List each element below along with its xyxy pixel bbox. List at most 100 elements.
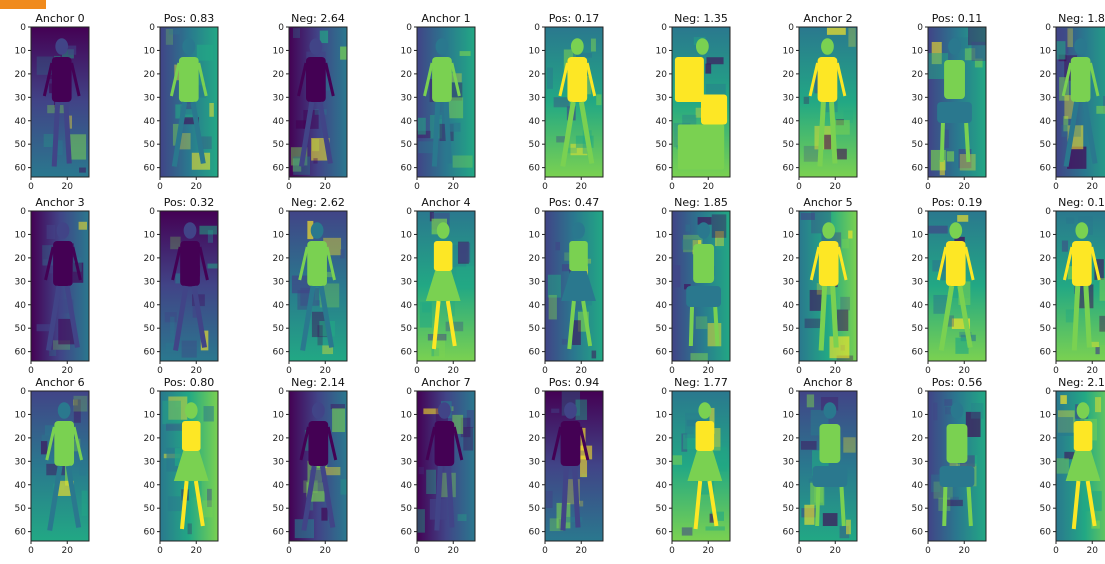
x-tick-label: 0 (28, 546, 34, 556)
image-texture (182, 117, 199, 125)
image-texture (79, 450, 87, 476)
person-torso (181, 421, 201, 451)
axes-frame (671, 210, 731, 362)
y-tick-label: 10 (912, 230, 924, 240)
person-leg (1085, 480, 1097, 527)
axes-frame (927, 26, 987, 178)
person-torso (944, 60, 965, 99)
axes-frame (544, 390, 604, 542)
x-tick-label: 0 (796, 546, 802, 556)
y-tick-label: 30 (783, 277, 795, 287)
y-tick-label: 40 (1040, 117, 1052, 127)
x-tick-label: 0 (414, 366, 420, 376)
image-texture (577, 311, 589, 332)
image-texture (931, 474, 941, 493)
person-head (822, 222, 836, 239)
person-leg (693, 480, 703, 530)
person-torso (817, 57, 838, 102)
image-texture (824, 134, 832, 150)
y-tick-label: 0 (278, 207, 284, 217)
y-tick-label: 30 (529, 277, 541, 287)
person-head (55, 38, 69, 55)
image-texture (170, 316, 175, 340)
person-leg (317, 101, 333, 164)
y-tick-label: 0 (534, 387, 540, 397)
person-torso (1070, 57, 1091, 102)
image-texture (209, 102, 214, 117)
person-head (698, 402, 712, 419)
image-texture (418, 141, 439, 154)
y-tick-label: 30 (912, 277, 924, 287)
image-texture (709, 513, 717, 523)
y-tick-label: 10 (1040, 230, 1052, 240)
image-texture (165, 422, 185, 431)
person-arm (551, 426, 563, 461)
y-tick-label: 60 (1040, 528, 1052, 538)
image-texture (316, 288, 324, 305)
y-tick-label: 0 (1045, 207, 1051, 217)
y-tick-label: 20 (912, 70, 924, 80)
subplot-title: Neg: 2.62 (291, 196, 345, 209)
image-texture (551, 408, 560, 413)
image-texture (73, 399, 78, 406)
person-leg (300, 285, 316, 351)
image-texture (1067, 28, 1073, 48)
y-tick-label: 50 (273, 140, 285, 150)
subplot-title: Pos: 0.83 (164, 12, 214, 25)
image-texture (947, 499, 963, 507)
x-tick-label: 0 (286, 546, 292, 556)
y-tick-label: 20 (1040, 434, 1052, 444)
image-texture (1060, 395, 1067, 404)
y-tick-label: 30 (1040, 277, 1052, 287)
image-texture (52, 340, 71, 350)
axes-frame (1055, 210, 1105, 362)
y-tick-label: 60 (15, 164, 27, 174)
person-leg (560, 101, 576, 167)
y-tick-label: 60 (144, 348, 156, 358)
x-tick-label: 20 (191, 546, 203, 556)
image-texture (804, 318, 824, 329)
image-texture (68, 134, 87, 160)
y-tick-label: 20 (401, 434, 413, 444)
image-texture (1094, 259, 1104, 280)
x-tick-label: 20 (703, 546, 715, 556)
image-texture (928, 53, 948, 79)
y-tick-label: 60 (656, 528, 668, 538)
image-texture (710, 511, 724, 521)
y-tick-label: 20 (15, 254, 27, 264)
image-texture (58, 318, 75, 345)
y-tick-label: 20 (273, 70, 285, 80)
image-texture (959, 331, 972, 337)
y-tick-label: 40 (144, 301, 156, 311)
image-texture (1067, 146, 1087, 169)
person-leg (581, 300, 593, 347)
image-texture (340, 46, 347, 60)
image-texture (840, 296, 850, 311)
axes-frame (798, 26, 858, 178)
y-tick-label: 30 (401, 457, 413, 467)
y-tick-label: 50 (401, 324, 413, 334)
image-texture (959, 154, 976, 171)
y-tick-label: 60 (144, 164, 156, 174)
image-texture (684, 284, 691, 290)
image-texture (330, 404, 346, 410)
image-texture (697, 217, 712, 225)
y-tick-label: 0 (661, 23, 667, 33)
image-texture (46, 224, 56, 240)
image-texture (196, 44, 214, 61)
subplot-title: Pos: 0.19 (932, 196, 982, 209)
x-tick-label: 0 (414, 182, 420, 192)
y-tick-label: 10 (656, 230, 668, 240)
y-tick-label: 10 (144, 46, 156, 56)
y-tick-label: 50 (912, 140, 924, 150)
image-texture (1099, 278, 1105, 301)
person-leg (445, 300, 457, 347)
person-head (1074, 38, 1087, 55)
image-texture (848, 230, 853, 239)
image-texture (67, 115, 73, 129)
person-skirt (425, 271, 461, 301)
image-texture (340, 249, 345, 259)
